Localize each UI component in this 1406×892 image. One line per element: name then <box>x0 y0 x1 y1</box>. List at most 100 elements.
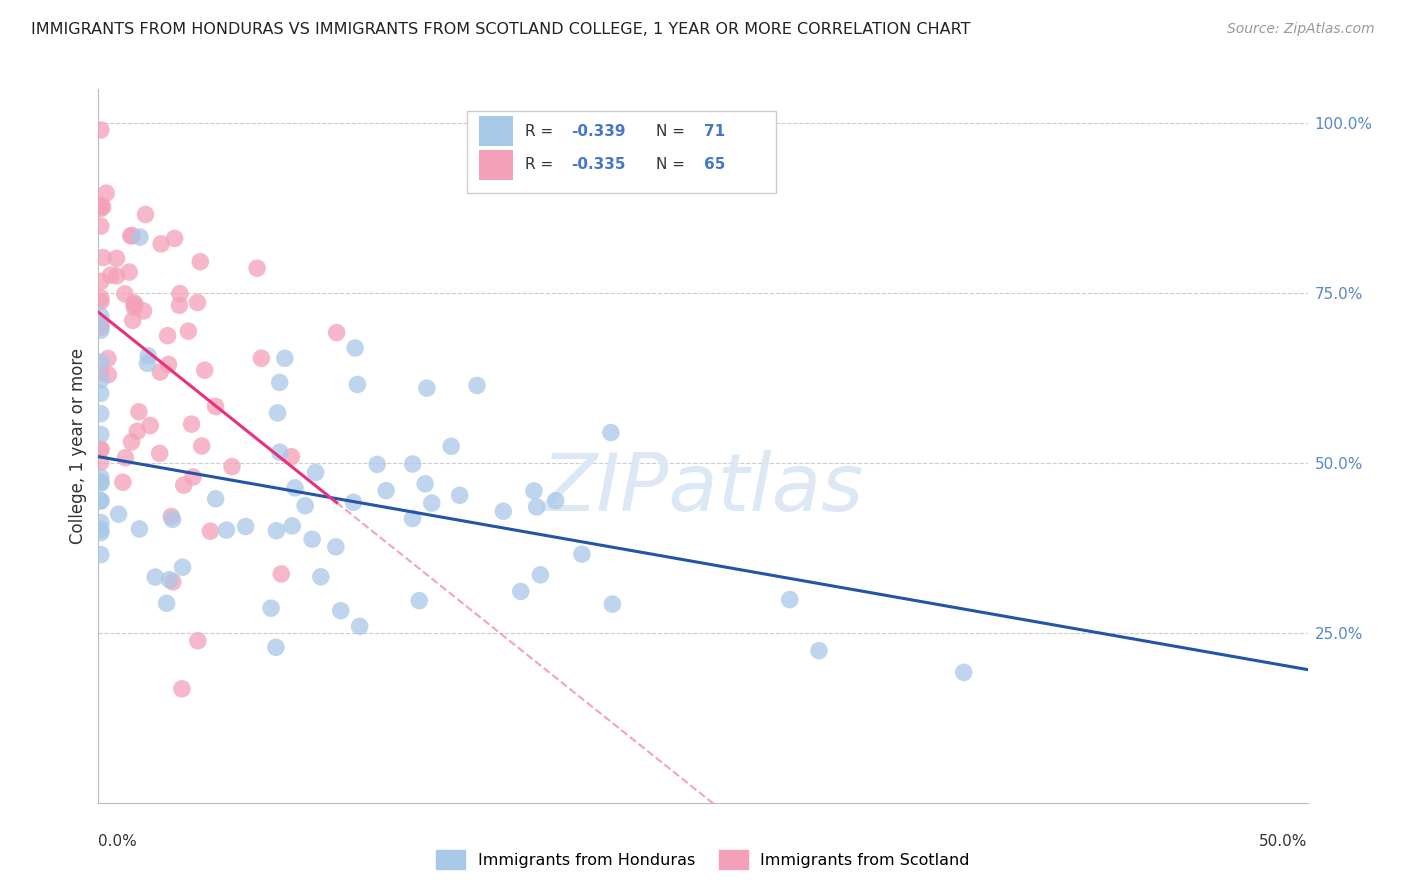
Point <box>526 500 548 514</box>
Point <box>571 547 593 561</box>
Point <box>274 351 297 366</box>
Point <box>90 291 112 305</box>
Text: -0.339: -0.339 <box>571 124 626 139</box>
Point <box>169 298 191 312</box>
Text: ZIPatlas: ZIPatlas <box>541 450 865 528</box>
Point <box>90 493 112 508</box>
Point <box>200 524 222 539</box>
Point <box>523 483 546 498</box>
Point <box>160 509 183 524</box>
Point <box>342 495 364 509</box>
Point <box>90 522 112 536</box>
Point <box>169 286 191 301</box>
Point <box>544 493 567 508</box>
Point <box>90 442 112 457</box>
Point <box>127 425 149 439</box>
Point <box>90 318 112 332</box>
Point <box>91 200 114 214</box>
Point <box>284 481 307 495</box>
Point <box>136 349 159 363</box>
Point <box>269 445 291 459</box>
Point <box>280 450 302 464</box>
Point <box>157 358 180 372</box>
Point <box>159 573 181 587</box>
Point <box>413 476 436 491</box>
Point <box>190 439 212 453</box>
Point <box>177 324 200 338</box>
Point <box>122 296 145 310</box>
Point <box>90 386 112 401</box>
Point <box>416 381 439 395</box>
Point <box>90 219 112 233</box>
Point <box>90 294 112 309</box>
Point <box>408 593 430 607</box>
Point <box>90 123 112 137</box>
Point <box>270 566 292 581</box>
Bar <box>479 150 513 180</box>
Point <box>121 434 143 449</box>
Y-axis label: College, 1 year or more: College, 1 year or more <box>69 348 87 544</box>
Point <box>260 601 283 615</box>
Point <box>204 491 226 506</box>
Point <box>329 604 352 618</box>
Point <box>143 570 166 584</box>
Point <box>121 228 143 243</box>
Point <box>779 592 801 607</box>
Point <box>172 560 194 574</box>
Point <box>120 228 142 243</box>
Point <box>250 351 273 366</box>
Point <box>91 251 114 265</box>
Point <box>114 286 136 301</box>
Point <box>149 365 172 379</box>
Point <box>215 523 238 537</box>
Point <box>602 597 624 611</box>
Point <box>325 540 347 554</box>
Point <box>100 268 122 282</box>
Text: 50.0%: 50.0% <box>1260 834 1308 848</box>
Point <box>440 439 463 453</box>
Point <box>221 459 243 474</box>
Point <box>90 323 112 337</box>
Point <box>129 230 152 244</box>
Text: Source: ZipAtlas.com: Source: ZipAtlas.com <box>1227 22 1375 37</box>
Point <box>90 548 112 562</box>
Point <box>90 310 112 324</box>
Point <box>94 186 117 201</box>
Point <box>97 351 120 366</box>
Point <box>420 496 443 510</box>
Point <box>90 366 112 380</box>
Point <box>111 475 134 490</box>
Point <box>114 450 136 465</box>
Text: 71: 71 <box>704 124 725 139</box>
Point <box>90 494 112 508</box>
Point <box>294 499 316 513</box>
Point <box>136 356 159 370</box>
Point <box>90 355 112 369</box>
Point <box>186 295 208 310</box>
Text: N =: N = <box>655 157 690 172</box>
Point <box>246 261 269 276</box>
Text: R =: R = <box>526 124 558 139</box>
Point <box>90 275 112 289</box>
Point <box>149 446 172 460</box>
Point <box>465 378 488 392</box>
Point <box>128 522 150 536</box>
Point <box>449 488 471 502</box>
Point <box>90 373 112 387</box>
Point <box>304 466 326 480</box>
Point <box>128 405 150 419</box>
Text: 65: 65 <box>704 157 725 172</box>
Legend: Immigrants from Honduras, Immigrants from Scotland: Immigrants from Honduras, Immigrants fro… <box>430 844 976 875</box>
Point <box>808 643 831 657</box>
Point <box>281 519 304 533</box>
Point <box>346 377 368 392</box>
Point <box>124 301 146 315</box>
Point <box>170 681 193 696</box>
Point <box>204 400 226 414</box>
Point <box>90 525 112 540</box>
Point <box>180 417 202 431</box>
Point <box>90 320 112 334</box>
Point <box>139 418 162 433</box>
Point <box>90 442 112 457</box>
Point <box>134 207 156 221</box>
